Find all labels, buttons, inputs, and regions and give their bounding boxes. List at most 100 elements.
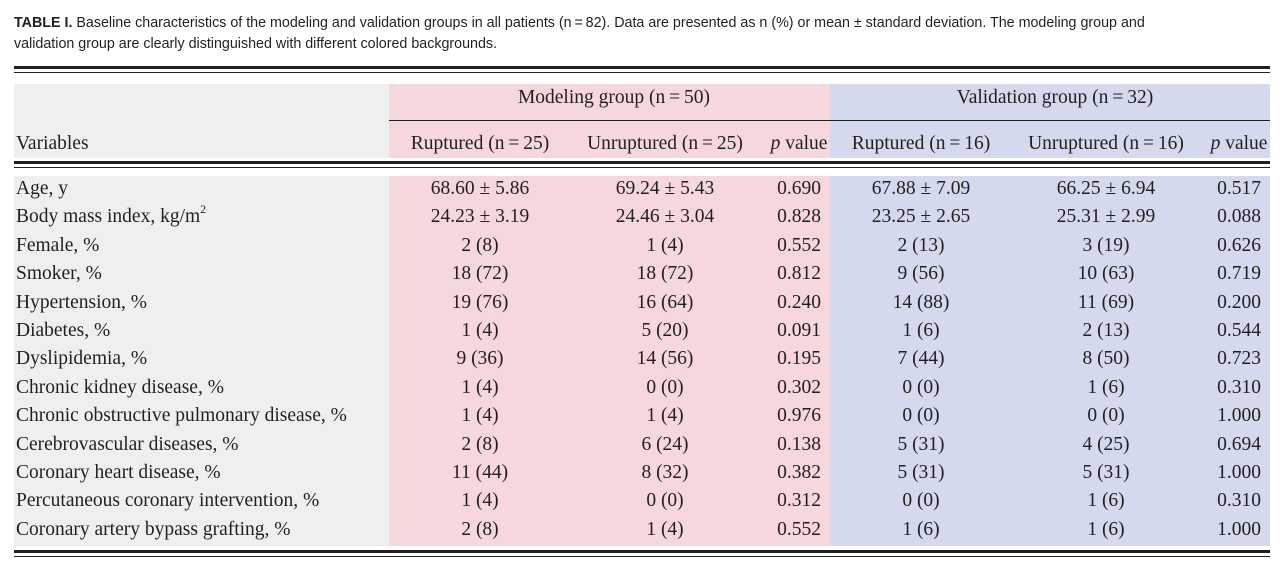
table-label: TABLE I. bbox=[14, 14, 73, 31]
validation-unruptured-cell: 5 (31) bbox=[1082, 462, 1130, 483]
validation-ruptured-cell: 9 (56) bbox=[897, 263, 945, 284]
modeling-ruptured-cell: 1 (4) bbox=[461, 405, 499, 426]
modeling-ruptured-cell: 11 (44) bbox=[451, 462, 509, 483]
row-variable-name: Body mass index, kg/m2 bbox=[16, 201, 207, 229]
validation-ruptured-cell: 0 (0) bbox=[902, 377, 940, 398]
variable-label: Percutaneous coronary intervention, % bbox=[16, 490, 320, 511]
bottom-rule-thick bbox=[14, 550, 1270, 553]
modeling-ruptured-cell: 1 (4) bbox=[461, 377, 499, 398]
modeling-p-value-cell: 0.240 bbox=[777, 292, 821, 313]
row-variable-name: Diabetes, % bbox=[16, 319, 110, 343]
validation-ruptured-cell: 0 (0) bbox=[902, 405, 940, 426]
variable-label: Dyslipidemia, % bbox=[16, 348, 148, 369]
modeling-unruptured-cell: 24.46 ± 3.04 bbox=[615, 206, 715, 227]
validation-p-value-cell: 1.000 bbox=[1217, 405, 1261, 426]
validation-p-value-cell: 0.723 bbox=[1217, 348, 1261, 369]
modeling-p-value-header: p value bbox=[770, 133, 828, 154]
modeling-group-header: Modeling group (n = 50) bbox=[517, 87, 711, 108]
row-variable-name: Female, % bbox=[16, 234, 99, 258]
modeling-ruptured-cell: 1 (4) bbox=[461, 490, 499, 511]
modeling-p-value-cell: 0.690 bbox=[777, 178, 821, 199]
validation-unruptured-cell: 4 (25) bbox=[1082, 434, 1130, 455]
validation-ruptured-cell: 7 (44) bbox=[897, 348, 945, 369]
header-rule-thin bbox=[14, 167, 1270, 168]
validation-unruptured-cell: 1 (6) bbox=[1087, 377, 1125, 398]
modeling-ruptured-header: Ruptured (n = 25) bbox=[410, 133, 550, 154]
modeling-p-value-cell: 0.091 bbox=[777, 320, 821, 341]
modeling-p-value-cell: 0.302 bbox=[777, 377, 821, 398]
validation-p-value-cell: 0.200 bbox=[1217, 292, 1261, 313]
validation-ruptured-cell: 5 (31) bbox=[897, 434, 945, 455]
row-variable-name: Chronic obstructive pulmonary disease, % bbox=[16, 404, 347, 428]
modeling-unruptured-cell: 5 (20) bbox=[641, 320, 689, 341]
variables-body-background bbox=[14, 176, 389, 546]
modeling-ruptured-cell: 2 (8) bbox=[461, 519, 499, 540]
row-variable-name: Coronary artery bypass grafting, % bbox=[16, 518, 291, 542]
variables-header: Variables bbox=[16, 133, 89, 154]
validation-p-value-cell: 1.000 bbox=[1217, 519, 1261, 540]
variable-label: Cerebrovascular diseases, % bbox=[16, 434, 239, 455]
modeling-ruptured-cell: 68.60 ± 5.86 bbox=[430, 178, 530, 199]
validation-p-value-cell: 0.517 bbox=[1217, 178, 1261, 199]
variable-label: Smoker, % bbox=[16, 263, 102, 284]
validation-group-rule bbox=[830, 120, 1270, 121]
row-variable-name: Chronic kidney disease, % bbox=[16, 376, 224, 400]
modeling-body-background bbox=[389, 176, 830, 546]
validation-unruptured-cell: 11 (69) bbox=[1077, 292, 1135, 313]
variable-label: Chronic obstructive pulmonary disease, % bbox=[16, 405, 347, 426]
modeling-unruptured-cell: 16 (64) bbox=[636, 292, 694, 313]
validation-ruptured-cell: 14 (88) bbox=[892, 292, 950, 313]
validation-ruptured-cell: 67.88 ± 7.09 bbox=[871, 178, 971, 199]
validation-group-header: Validation group (n = 32) bbox=[956, 87, 1154, 108]
unit-superscript: 2 bbox=[200, 201, 207, 216]
modeling-unruptured-cell: 1 (4) bbox=[646, 235, 684, 256]
modeling-ruptured-cell: 2 (8) bbox=[461, 434, 499, 455]
validation-unruptured-cell: 1 (6) bbox=[1087, 519, 1125, 540]
modeling-unruptured-cell: 1 (4) bbox=[646, 405, 684, 426]
bottom-rule-thin bbox=[14, 556, 1270, 557]
modeling-p-value-cell: 0.812 bbox=[777, 263, 821, 284]
modeling-unruptured-header: Unruptured (n = 25) bbox=[587, 133, 743, 154]
validation-unruptured-cell: 66.25 ± 6.94 bbox=[1056, 178, 1156, 199]
validation-unruptured-cell: 0 (0) bbox=[1087, 405, 1125, 426]
p-letter: p bbox=[1210, 133, 1221, 154]
validation-p-value-cell: 0.544 bbox=[1217, 320, 1261, 341]
validation-unruptured-cell: 3 (19) bbox=[1082, 235, 1130, 256]
modeling-unruptured-cell: 18 (72) bbox=[636, 263, 694, 284]
validation-unruptured-cell: 25.31 ± 2.99 bbox=[1056, 206, 1156, 227]
validation-p-value-header: p value bbox=[1210, 133, 1268, 154]
validation-unruptured-header: Unruptured (n = 16) bbox=[1028, 133, 1184, 154]
modeling-ruptured-cell: 9 (36) bbox=[456, 348, 504, 369]
top-rule-thick bbox=[14, 66, 1270, 69]
row-variable-name: Hypertension, % bbox=[16, 291, 147, 315]
modeling-unruptured-cell: 8 (32) bbox=[641, 462, 689, 483]
row-variable-name: Percutaneous coronary intervention, % bbox=[16, 489, 319, 513]
variables-header-background bbox=[14, 84, 389, 158]
validation-header-background bbox=[830, 84, 1270, 158]
row-variable-name: Age, y bbox=[16, 177, 68, 201]
modeling-ruptured-cell: 2 (8) bbox=[461, 235, 499, 256]
modeling-ruptured-cell: 19 (76) bbox=[451, 292, 509, 313]
modeling-p-value-cell: 0.552 bbox=[777, 519, 821, 540]
modeling-unruptured-cell: 0 (0) bbox=[646, 490, 684, 511]
validation-p-value-cell: 1.000 bbox=[1217, 462, 1261, 483]
modeling-p-value-cell: 0.552 bbox=[777, 235, 821, 256]
modeling-header-background bbox=[389, 84, 830, 158]
modeling-ruptured-cell: 18 (72) bbox=[451, 263, 509, 284]
modeling-p-value-cell: 0.138 bbox=[777, 434, 821, 455]
modeling-ruptured-cell: 24.23 ± 3.19 bbox=[430, 206, 530, 227]
row-variable-name: Smoker, % bbox=[16, 262, 102, 286]
variable-label: Coronary artery bypass grafting, % bbox=[16, 519, 291, 540]
validation-ruptured-header: Ruptured (n = 16) bbox=[851, 133, 991, 154]
validation-p-value-cell: 0.088 bbox=[1217, 206, 1261, 227]
p-letter: p bbox=[770, 133, 781, 154]
row-variable-name: Coronary heart disease, % bbox=[16, 461, 221, 485]
variable-label: Body mass index, kg/m bbox=[16, 206, 201, 227]
table-caption: TABLE I. Baseline characteristics of the… bbox=[14, 12, 1200, 54]
modeling-unruptured-cell: 0 (0) bbox=[646, 377, 684, 398]
validation-unruptured-cell: 8 (50) bbox=[1082, 348, 1130, 369]
validation-p-value-cell: 0.310 bbox=[1217, 377, 1261, 398]
modeling-ruptured-cell: 1 (4) bbox=[461, 320, 499, 341]
validation-ruptured-cell: 1 (6) bbox=[902, 519, 940, 540]
modeling-p-value-cell: 0.828 bbox=[777, 206, 821, 227]
